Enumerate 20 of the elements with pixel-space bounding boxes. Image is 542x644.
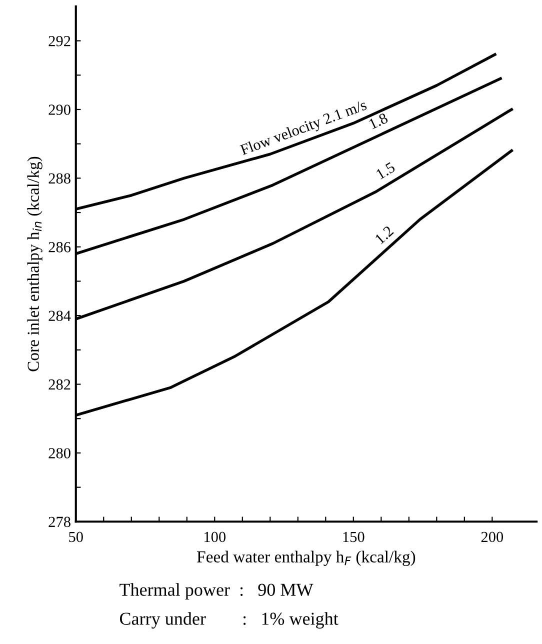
text: 1.5 bbox=[376, 162, 396, 180]
x-tick-label: 100 bbox=[204, 532, 226, 542]
text: 1.8 bbox=[368, 112, 388, 130]
y-tick-label: 290 bbox=[48, 104, 70, 115]
text: Carry under : 1% weight bbox=[120, 612, 338, 629]
y-tick-label: 284 bbox=[48, 310, 71, 322]
y-tick-label: 286 bbox=[48, 242, 71, 252]
y-tick-label: 282 bbox=[48, 379, 70, 390]
y-tick-label: 280 bbox=[48, 448, 70, 458]
y-tick-label: 278 bbox=[48, 516, 70, 528]
x-tick-label: 150 bbox=[343, 532, 364, 542]
x-axis-title: Feed water enthalpy h$_{F}$ (kcal/kg) bbox=[197, 550, 416, 566]
y-axis-title: Core inlet enthalpy h$_{in}$ (kcal/kg) bbox=[27, 156, 42, 372]
y-tick-label: 288 bbox=[48, 173, 70, 184]
text: 1.2 bbox=[374, 225, 394, 244]
x-tick-label: 200 bbox=[481, 532, 504, 542]
text: Thermal power : 90 MW bbox=[120, 583, 314, 600]
x-tick-label: 50 bbox=[69, 532, 83, 542]
y-tick-label: 292 bbox=[48, 36, 70, 46]
text: Flow velocity 2.1 m/s bbox=[239, 99, 368, 158]
